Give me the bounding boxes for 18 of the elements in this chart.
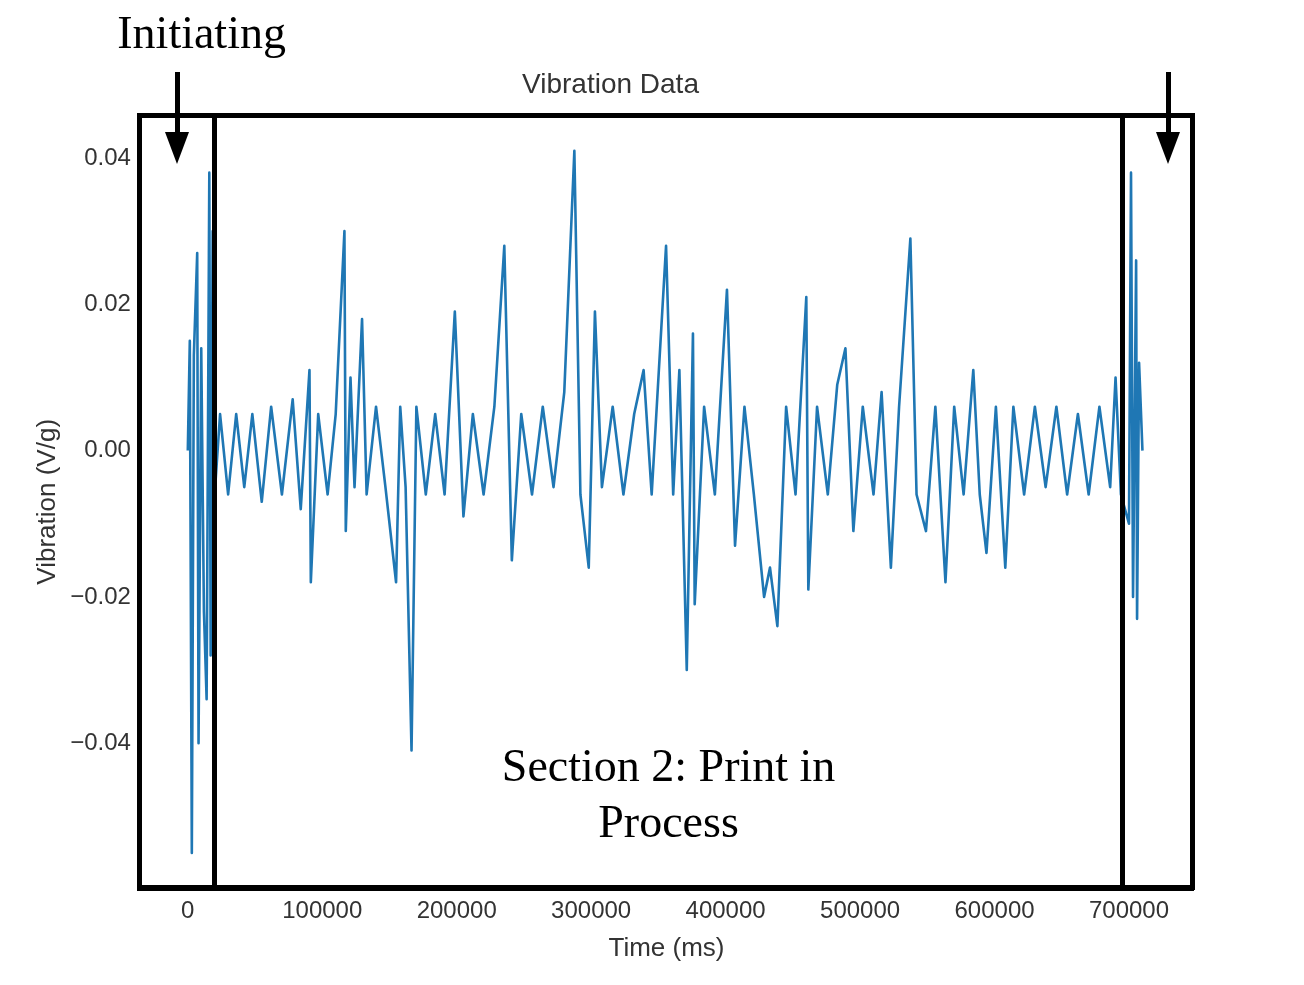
y-tick-label: −0.02 — [70, 581, 131, 609]
annotation: Section 2: Print in Process — [500, 739, 837, 849]
y-tick-label: 0.00 — [84, 435, 131, 463]
x-tick-label: 0 — [181, 896, 195, 924]
y-tick-label: −0.04 — [70, 727, 131, 755]
x-tick-label: 500000 — [820, 896, 901, 924]
x-tick-label: 600000 — [954, 896, 1035, 924]
y-axis-title: Vibration (V/g) — [30, 418, 61, 585]
x-tick-label: 300000 — [551, 896, 632, 924]
chart-title: Vibration Data — [522, 67, 700, 99]
x-tick-label: 700000 — [1088, 896, 1170, 924]
y-tick-label: 0.04 — [84, 142, 131, 170]
text: Initiating — [117, 7, 286, 58]
x-axis-title: Time (ms) — [608, 931, 725, 962]
x-tick-label: 200000 — [416, 896, 497, 924]
x-tick-label: 400000 — [685, 896, 766, 924]
y-tick-label: 0.02 — [84, 288, 131, 316]
x-tick-label: 100000 — [282, 896, 363, 924]
